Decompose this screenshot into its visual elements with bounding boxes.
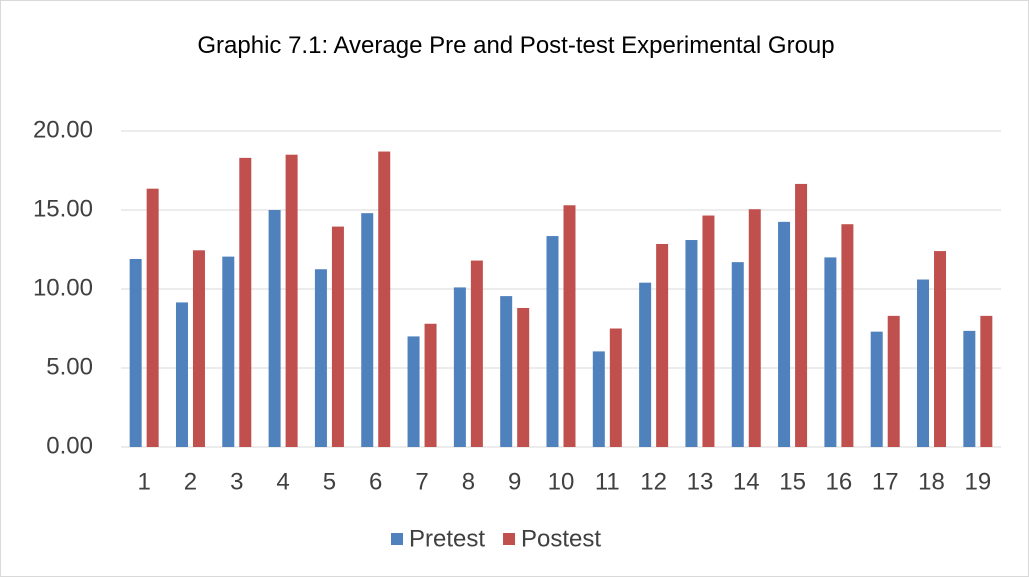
bar xyxy=(378,151,391,448)
chart-title: Graphic 7.1: Average Pre and Post-test E… xyxy=(197,32,835,59)
legend-swatch xyxy=(503,533,516,545)
bar xyxy=(500,296,513,447)
bar xyxy=(268,210,281,447)
bar xyxy=(563,205,576,447)
bar xyxy=(453,287,466,447)
legend-label: Postest xyxy=(521,525,601,552)
x-tick-label: 7 xyxy=(415,468,428,495)
bar xyxy=(517,307,530,447)
bar xyxy=(731,262,744,447)
bar xyxy=(748,209,761,447)
x-tick-label: 6 xyxy=(369,468,382,495)
bar xyxy=(887,315,900,447)
bar xyxy=(702,215,715,447)
bar xyxy=(685,240,698,447)
bar xyxy=(424,323,437,447)
bar xyxy=(778,221,791,447)
bar xyxy=(609,328,622,447)
x-tick-label: 12 xyxy=(640,468,667,495)
bar xyxy=(146,188,159,448)
x-tick-label: 5 xyxy=(323,468,336,495)
bar xyxy=(934,251,947,447)
x-tick-label: 11 xyxy=(595,468,620,495)
x-tick-label: 15 xyxy=(779,468,806,495)
x-tick-label: 13 xyxy=(687,468,714,495)
x-tick-label: 3 xyxy=(230,468,243,495)
x-tick-label: 16 xyxy=(826,468,853,495)
bar xyxy=(222,256,235,447)
bar xyxy=(192,250,205,447)
legend-swatch xyxy=(391,533,403,545)
bar xyxy=(470,260,483,447)
x-tick-label: 17 xyxy=(872,468,899,495)
y-tick-label: 20.00 xyxy=(33,116,93,143)
bar xyxy=(592,351,605,447)
y-tick-label: 5.00 xyxy=(46,353,93,380)
bar xyxy=(361,213,374,447)
bar xyxy=(175,302,188,447)
legend-label: Pretest xyxy=(409,525,485,552)
y-tick-label: 0.00 xyxy=(46,432,93,459)
bar xyxy=(980,315,993,447)
x-tick-label: 9 xyxy=(508,468,521,495)
bar xyxy=(546,236,559,447)
bar xyxy=(841,224,854,447)
bar xyxy=(656,243,669,447)
bar xyxy=(239,157,252,448)
bar xyxy=(824,257,837,447)
bar xyxy=(129,258,142,447)
y-tick-label: 15.00 xyxy=(33,195,93,222)
bar xyxy=(407,336,420,447)
x-tick-label: 10 xyxy=(548,468,575,495)
bar xyxy=(331,226,344,447)
bar xyxy=(917,279,930,447)
x-tick-label: 19 xyxy=(964,468,991,495)
x-tick-label: 18 xyxy=(918,468,945,495)
x-tick-label: 1 xyxy=(137,468,150,495)
bar xyxy=(795,183,808,447)
bar xyxy=(314,269,327,447)
bar xyxy=(870,331,883,447)
x-tick-label: 8 xyxy=(462,468,475,495)
x-tick-label: 2 xyxy=(184,468,197,495)
x-tick-label: 14 xyxy=(733,468,760,495)
bar xyxy=(639,282,652,447)
bar xyxy=(285,154,298,447)
y-tick-label: 10.00 xyxy=(33,274,93,301)
x-tick-label: 4 xyxy=(276,468,289,495)
bar xyxy=(963,330,976,447)
